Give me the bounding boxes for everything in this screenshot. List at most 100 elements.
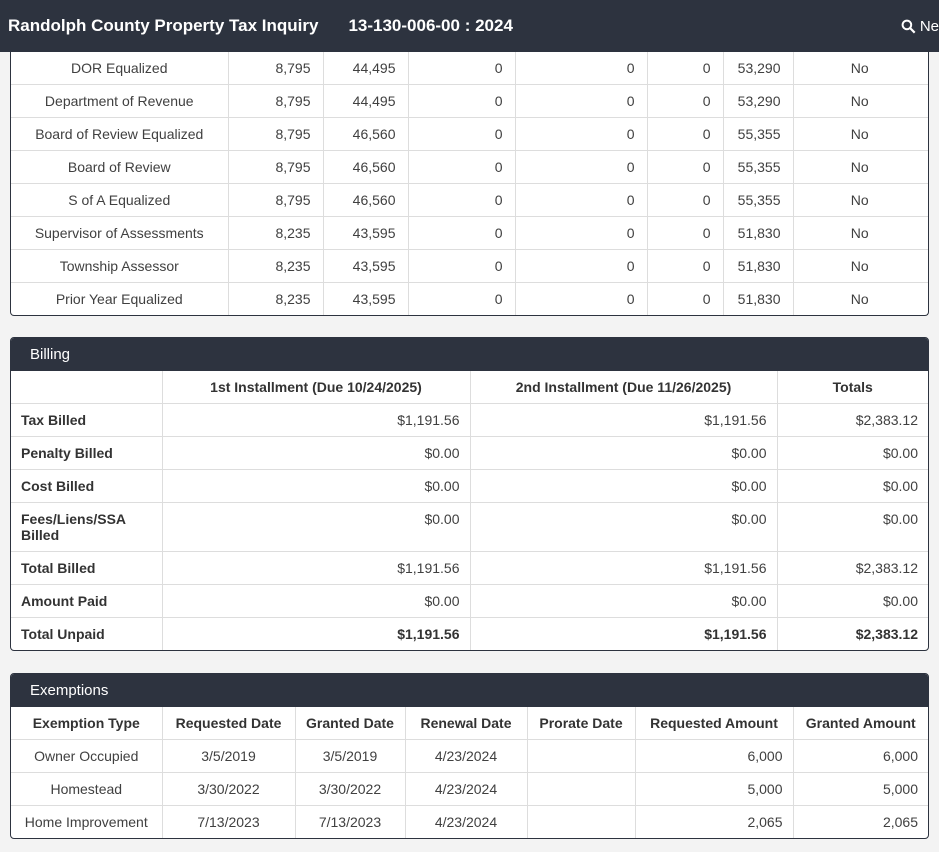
exemptions-column-header: Prorate Date — [527, 707, 635, 740]
exemptions-panel-title: Exemptions — [11, 674, 928, 707]
billing-value: $0.00 — [470, 503, 777, 552]
assessment-row: Township Assessor8,23543,59500051,830No — [11, 250, 928, 283]
assessment-value: 0 — [647, 250, 723, 283]
billing-row: Penalty Billed$0.00$0.00$0.00 — [11, 437, 928, 470]
assessment-row-label: Township Assessor — [11, 250, 228, 283]
billing-row-label: Amount Paid — [11, 585, 162, 618]
assessment-value: 0 — [647, 52, 723, 85]
exemption-value: 5,000 — [635, 773, 793, 806]
assessment-value: 0 — [515, 118, 647, 151]
exemption-row: Homestead3/30/20223/30/20224/23/20245,00… — [11, 773, 928, 806]
exemptions-column-header: Granted Amount — [793, 707, 928, 740]
exemption-value: 2,065 — [793, 806, 928, 839]
assessment-value: 0 — [408, 52, 515, 85]
assessment-value: 0 — [647, 283, 723, 316]
assessment-value: 0 — [515, 283, 647, 316]
assessments-panel: DOR Equalized8,79544,49500053,290NoDepar… — [10, 52, 929, 316]
assessment-row-label: Supervisor of Assessments — [11, 217, 228, 250]
assessment-row-label: Department of Revenue — [11, 85, 228, 118]
exemptions-column-header: Requested Date — [162, 707, 295, 740]
exemption-value: 2,065 — [635, 806, 793, 839]
app-title-link[interactable]: Randolph County Property Tax Inquiry — [8, 16, 318, 36]
assessment-value: 0 — [515, 217, 647, 250]
billing-value: $1,191.56 — [470, 552, 777, 585]
assessment-value: 53,290 — [723, 85, 793, 118]
assessment-value: No — [793, 85, 928, 118]
assessment-value: No — [793, 118, 928, 151]
exemption-value: 4/23/2024 — [405, 740, 527, 773]
exemption-value — [527, 773, 635, 806]
assessment-value: 0 — [408, 85, 515, 118]
assessment-value: 0 — [647, 184, 723, 217]
assessment-row-label: Board of Review — [11, 151, 228, 184]
assessment-value: 55,355 — [723, 151, 793, 184]
exemptions-column-header: Exemption Type — [11, 707, 162, 740]
billing-column-header: 1st Installment (Due 10/24/2025) — [162, 371, 470, 404]
exemptions-column-header: Renewal Date — [405, 707, 527, 740]
billing-value: $2,383.12 — [777, 552, 928, 585]
assessment-value: 46,560 — [323, 151, 408, 184]
exemption-row: Owner Occupied3/5/20193/5/20194/23/20246… — [11, 740, 928, 773]
billing-panel-title: Billing — [11, 338, 928, 371]
assessment-value: 44,495 — [323, 52, 408, 85]
assessment-row-label: DOR Equalized — [11, 52, 228, 85]
exemptions-column-header: Granted Date — [295, 707, 405, 740]
parcel-year-label: 13-130-006-00 : 2024 — [348, 16, 512, 36]
billing-value: $0.00 — [162, 437, 470, 470]
assessment-value: 8,795 — [228, 52, 323, 85]
assessment-value: No — [793, 151, 928, 184]
assessment-value: 8,235 — [228, 250, 323, 283]
assessment-row: Prior Year Equalized8,23543,59500051,830… — [11, 283, 928, 316]
exemption-value: 7/13/2023 — [295, 806, 405, 839]
assessment-value: 53,290 — [723, 52, 793, 85]
assessment-value: 44,495 — [323, 85, 408, 118]
billing-row: Fees/Liens/SSA Billed$0.00$0.00$0.00 — [11, 503, 928, 552]
assessment-value: 0 — [408, 283, 515, 316]
billing-value: $0.00 — [777, 503, 928, 552]
assessment-value: 0 — [647, 85, 723, 118]
billing-row-label: Cost Billed — [11, 470, 162, 503]
assessment-value: No — [793, 283, 928, 316]
assessment-value: 0 — [647, 118, 723, 151]
billing-value: $0.00 — [470, 585, 777, 618]
assessment-row-label: Board of Review Equalized — [11, 118, 228, 151]
assessment-value: 0 — [408, 151, 515, 184]
assessment-value: 8,795 — [228, 151, 323, 184]
navbar: Randolph County Property Tax Inquiry 13-… — [0, 0, 939, 52]
billing-value: $1,191.56 — [470, 404, 777, 437]
assessment-value: 0 — [515, 184, 647, 217]
exemption-value: 7/13/2023 — [162, 806, 295, 839]
assessment-value: 0 — [515, 52, 647, 85]
assessment-value: 55,355 — [723, 184, 793, 217]
assessment-value: No — [793, 217, 928, 250]
billing-row: Total Billed$1,191.56$1,191.56$2,383.12 — [11, 552, 928, 585]
exemption-row: Home Improvement7/13/20237/13/20234/23/2… — [11, 806, 928, 839]
assessments-table: DOR Equalized8,79544,49500053,290NoDepar… — [11, 52, 928, 315]
exemption-value: 6,000 — [635, 740, 793, 773]
billing-value: $0.00 — [470, 470, 777, 503]
assessment-value: 43,595 — [323, 217, 408, 250]
assessment-value: No — [793, 184, 928, 217]
billing-value: $0.00 — [162, 503, 470, 552]
exemption-value: 5,000 — [793, 773, 928, 806]
new-search-label: Ne — [920, 18, 939, 35]
new-search-link[interactable]: Ne — [901, 18, 939, 35]
assessment-value: No — [793, 250, 928, 283]
assessment-value: 51,830 — [723, 250, 793, 283]
assessment-row-label: S of A Equalized — [11, 184, 228, 217]
billing-row-label: Total Billed — [11, 552, 162, 585]
exemption-type: Home Improvement — [11, 806, 162, 839]
assessment-value: 46,560 — [323, 184, 408, 217]
assessment-value: 8,235 — [228, 283, 323, 316]
assessment-value: 0 — [515, 250, 647, 283]
assessment-value: 0 — [515, 151, 647, 184]
exemptions-table: Exemption TypeRequested DateGranted Date… — [11, 707, 928, 838]
assessment-value: 51,830 — [723, 283, 793, 316]
assessment-row: Board of Review Equalized8,79546,5600005… — [11, 118, 928, 151]
billing-row-label: Penalty Billed — [11, 437, 162, 470]
exemption-value: 6,000 — [793, 740, 928, 773]
exemption-value: 3/5/2019 — [162, 740, 295, 773]
billing-value: $0.00 — [470, 437, 777, 470]
assessment-row: Supervisor of Assessments8,23543,5950005… — [11, 217, 928, 250]
billing-column-header — [11, 371, 162, 404]
